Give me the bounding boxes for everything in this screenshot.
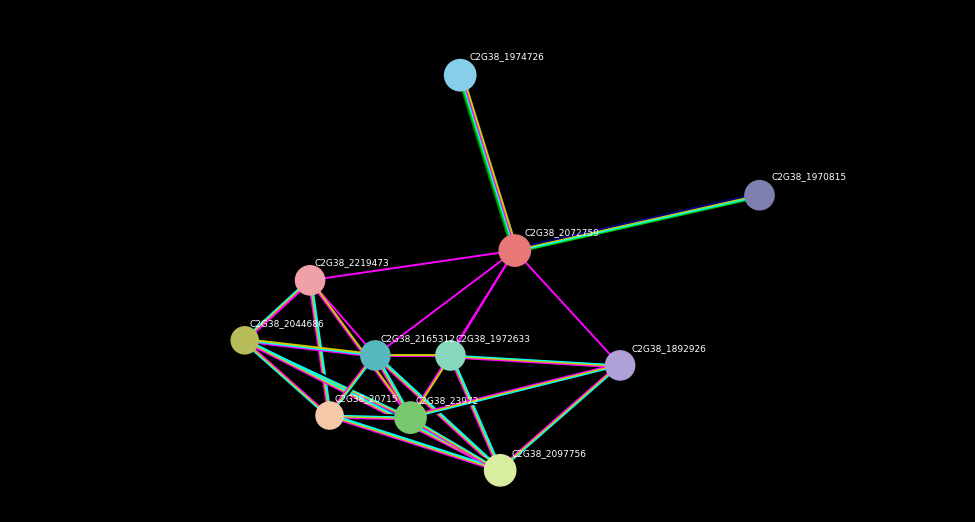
Ellipse shape <box>499 235 530 266</box>
Ellipse shape <box>485 455 516 486</box>
Ellipse shape <box>605 351 635 380</box>
Text: C2G38_2072759: C2G38_2072759 <box>525 228 600 237</box>
Text: C2G38_2219473: C2G38_2219473 <box>315 258 390 267</box>
Ellipse shape <box>745 181 774 210</box>
Text: C2G38_1974726: C2G38_1974726 <box>470 53 545 62</box>
Text: C2G38_20715: C2G38_20715 <box>334 394 398 403</box>
Text: C2G38_2044686: C2G38_2044686 <box>250 319 325 328</box>
Ellipse shape <box>295 266 325 295</box>
Text: C2G38_1970815: C2G38_1970815 <box>771 173 846 182</box>
Ellipse shape <box>436 341 465 370</box>
Text: C2G38_2165312: C2G38_2165312 <box>380 334 455 343</box>
Text: C2G38_2097756: C2G38_2097756 <box>512 449 587 458</box>
Ellipse shape <box>231 327 258 354</box>
Ellipse shape <box>361 341 390 370</box>
Ellipse shape <box>316 402 343 429</box>
Ellipse shape <box>445 60 476 91</box>
Text: C2G38_1892926: C2G38_1892926 <box>632 344 707 353</box>
Ellipse shape <box>395 402 426 433</box>
Text: C2G38_23972: C2G38_23972 <box>415 396 479 405</box>
Text: C2G38_1972633: C2G38_1972633 <box>455 334 530 343</box>
